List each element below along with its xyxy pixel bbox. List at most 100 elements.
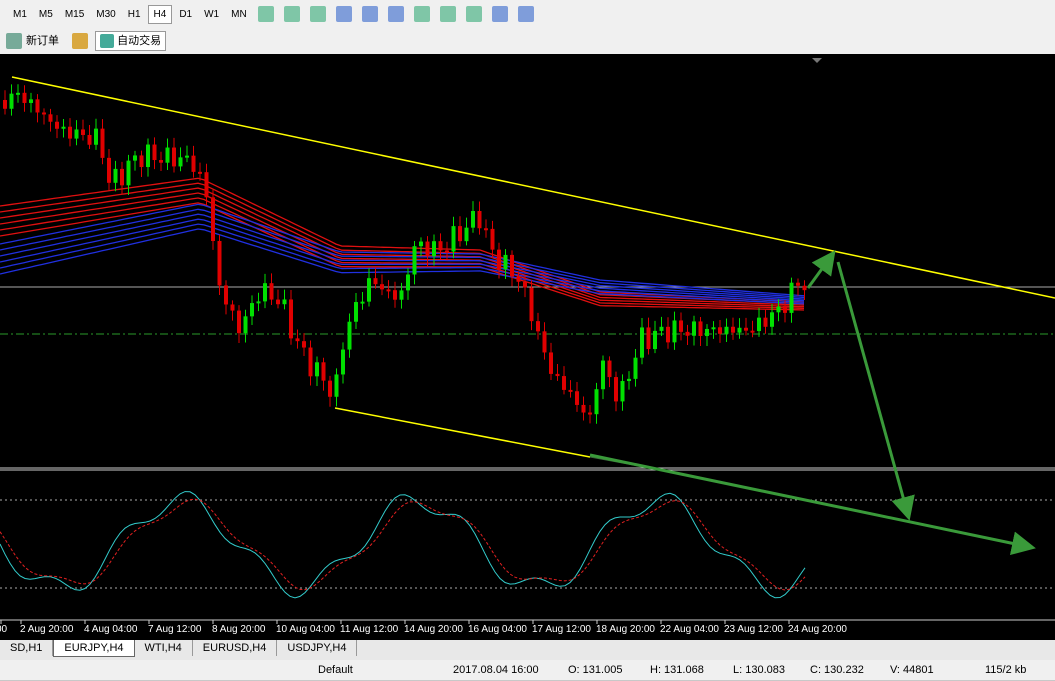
time-label: 16 Aug 04:00: [468, 624, 527, 635]
tool-icon[interactable]: [309, 6, 326, 22]
candle: [497, 249, 501, 270]
timeframe-button[interactable]: M1: [13, 8, 27, 20]
tool-icon[interactable]: [517, 6, 534, 22]
candle: [308, 347, 313, 377]
timeframe-button[interactable]: MN: [231, 8, 247, 20]
chart-tabs: SD,H1 EURJPY,H4 WTI,H4 EURUSD,H4 USDJPY,H4: [0, 640, 1055, 661]
candle: [640, 327, 644, 358]
timeframe-button[interactable]: M5: [38, 8, 53, 20]
candle: [347, 321, 352, 350]
status-low: L: 130.083: [733, 664, 785, 676]
status-traffic: 115/2 kb: [985, 664, 1027, 676]
time-label: 18 Aug 20:00: [596, 624, 655, 635]
candle: [802, 285, 807, 291]
candle: [705, 328, 709, 336]
trade-toolbar: 新订单 自动交易: [0, 28, 1055, 55]
candle: [243, 316, 248, 334]
candle: [594, 389, 599, 415]
candle: [55, 121, 59, 129]
candle: [107, 157, 111, 183]
chart-bg: [0, 54, 1055, 640]
candle: [776, 306, 781, 313]
timeframe-button[interactable]: M15: [64, 8, 85, 20]
candle: [139, 155, 144, 168]
candle: [360, 301, 365, 304]
time-label: 10 Aug 04:00: [276, 624, 335, 635]
candle: [22, 92, 27, 103]
candle: [42, 112, 46, 115]
time-label: 11 Aug 12:00: [340, 624, 399, 635]
candle: [315, 362, 319, 377]
candle: [659, 326, 664, 331]
candle: [87, 134, 92, 145]
candle: [230, 304, 235, 311]
tool-icon[interactable]: [283, 6, 300, 22]
candle: [178, 157, 183, 167]
candle: [516, 276, 521, 282]
candle: [282, 299, 287, 305]
new-order[interactable]: 新订单: [26, 34, 59, 47]
candle: [198, 171, 202, 174]
candle: [653, 330, 657, 350]
moving-average: [0, 203, 805, 297]
moving-average: [0, 228, 805, 305]
candle: [334, 374, 339, 397]
stochastic-signal: [0, 498, 806, 591]
status-time: 2017.08.04 16:00: [453, 664, 539, 676]
status-open: O: 131.005: [568, 664, 623, 676]
auto-trading-button[interactable]: 自动交易: [95, 30, 167, 51]
time-label: 2 Aug 20:00: [20, 624, 74, 635]
candle: [484, 228, 488, 231]
new-order-icon[interactable]: [6, 33, 22, 49]
candle: [724, 326, 729, 334]
candle: [165, 147, 170, 163]
candle: [399, 290, 404, 300]
candle: [354, 302, 358, 322]
candle: [250, 303, 254, 317]
history-icon[interactable]: [72, 33, 89, 49]
candle: [35, 99, 40, 113]
chart-tab[interactable]: USDJPY,H4: [277, 640, 358, 656]
candle: [406, 274, 410, 291]
candle: [711, 327, 716, 330]
candle: [477, 211, 482, 229]
forecast-arrow: [589, 453, 1036, 556]
tool-icon[interactable]: [335, 6, 352, 22]
candle: [81, 129, 85, 135]
timeframe-button[interactable]: M30: [96, 8, 116, 20]
candle: [204, 172, 209, 198]
timeframe-button[interactable]: H4: [147, 4, 173, 24]
tool-icon[interactable]: [465, 6, 482, 22]
candle: [789, 282, 794, 313]
tool-icon[interactable]: [257, 6, 274, 22]
candle: [614, 377, 618, 402]
candle: [68, 126, 72, 139]
timeframe-button[interactable]: W1: [204, 8, 220, 20]
chart-tab[interactable]: EURJPY,H4: [53, 640, 135, 657]
candle: [425, 241, 430, 257]
chart-tab[interactable]: WTI,H4: [135, 640, 193, 656]
trend-line: [11, 76, 1055, 299]
candle: [224, 285, 228, 305]
candle: [94, 128, 98, 145]
chart-tab[interactable]: SD,H1: [0, 640, 54, 656]
candle: [152, 144, 157, 161]
tool-icon[interactable]: [387, 6, 404, 22]
candle: [685, 331, 690, 336]
candle: [289, 299, 293, 339]
timeframe-button[interactable]: D1: [179, 8, 193, 20]
candle: [419, 241, 423, 247]
moving-average: [0, 213, 805, 300]
timeframe-button[interactable]: H1: [127, 8, 141, 20]
candle: [191, 155, 196, 172]
candle: [172, 147, 176, 167]
candle: [386, 289, 391, 292]
tool-icon[interactable]: [361, 6, 378, 22]
chart: 00 2 Aug 20:00 4 Aug 04:00 7 Aug 12:00 8 Aug…: [0, 54, 1055, 640]
candle: [458, 226, 462, 242]
chart-tab[interactable]: EURUSD,H4: [193, 640, 278, 656]
tool-icon[interactable]: [439, 6, 456, 22]
time-label: 24 Aug 20:00: [788, 624, 847, 635]
tool-icon[interactable]: [491, 6, 508, 22]
tool-icon[interactable]: [413, 6, 430, 22]
